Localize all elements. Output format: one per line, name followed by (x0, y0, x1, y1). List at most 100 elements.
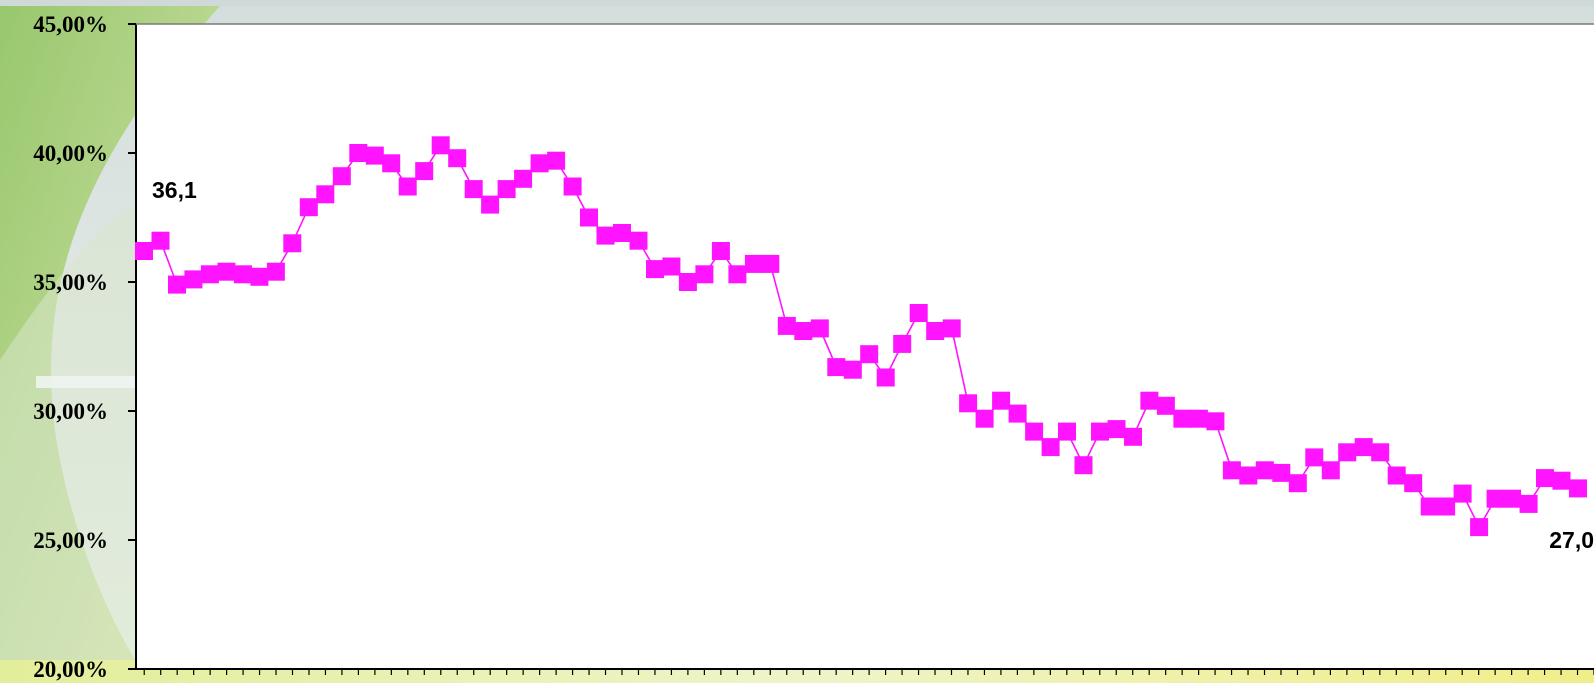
data-point (1025, 422, 1044, 441)
data-point (316, 185, 335, 204)
data-point (1371, 443, 1390, 462)
data-point (1058, 422, 1076, 441)
data-point (135, 242, 153, 260)
data-label-last: 27,0 (1549, 527, 1594, 553)
data-point (233, 265, 252, 284)
data-point (200, 265, 219, 284)
y-tick-label: 40,00% (33, 141, 108, 166)
data-point (497, 180, 516, 199)
data-point (1189, 409, 1208, 428)
data-point (777, 316, 796, 335)
data-point (1404, 474, 1423, 493)
data-point (1338, 443, 1357, 462)
data-point (1569, 479, 1587, 498)
data-point (1470, 518, 1489, 537)
data-point (1206, 412, 1225, 431)
data-point (250, 267, 269, 286)
data-point (959, 394, 978, 413)
data-point (613, 224, 631, 242)
data-point (893, 334, 912, 353)
y-tick-label: 30,00% (33, 399, 108, 424)
series-markers (135, 136, 1587, 537)
data-point (1008, 404, 1027, 423)
data-point (365, 146, 384, 165)
data-point (909, 304, 928, 322)
data-point (1041, 438, 1060, 457)
data-point (547, 151, 566, 170)
data-point (283, 234, 302, 253)
data-point (151, 231, 170, 250)
data-point (1420, 497, 1439, 516)
data-point (1173, 409, 1192, 428)
data-point (1486, 489, 1505, 508)
data-point (299, 198, 318, 217)
data-point (530, 154, 549, 173)
data-point (266, 262, 285, 281)
data-point (695, 265, 714, 284)
data-point (168, 275, 186, 294)
data-point (1503, 489, 1522, 508)
data-point (1552, 471, 1571, 490)
data-point (1239, 466, 1258, 485)
data-point (794, 322, 813, 340)
data-point (678, 273, 697, 291)
data-point (349, 144, 368, 162)
data-point (1354, 438, 1373, 457)
data-point (1536, 469, 1554, 488)
y-axis-labels: 45,00% 40,00% 35,00% 30,00% 25,00% 20,00% (33, 12, 108, 682)
data-point (415, 162, 434, 181)
data-point (810, 319, 829, 338)
data-point (1519, 494, 1538, 513)
data-point (1222, 461, 1241, 480)
data-point (1107, 420, 1126, 439)
data-point (975, 409, 994, 428)
data-point (942, 319, 961, 338)
data-point (1288, 474, 1307, 493)
data-point (1272, 463, 1291, 482)
y-tick-label: 45,00% (33, 12, 108, 37)
data-point (332, 167, 351, 186)
y-tick-label: 35,00% (33, 270, 108, 295)
data-point (1453, 484, 1472, 503)
data-point (217, 262, 236, 281)
data-point (382, 154, 401, 173)
data-point (1140, 391, 1159, 410)
data-point (464, 180, 483, 199)
data-point (629, 231, 648, 250)
data-point (744, 254, 763, 273)
data-point (992, 391, 1011, 410)
data-point (398, 177, 417, 196)
data-point (728, 265, 747, 284)
data-point (1156, 396, 1175, 415)
data-point (646, 260, 664, 279)
data-point (514, 169, 533, 188)
data-point (1387, 466, 1406, 485)
data-point (596, 226, 615, 245)
y-tick-label: 25,00% (33, 528, 108, 553)
data-point (876, 368, 895, 387)
data-point (761, 254, 780, 273)
data-point (860, 345, 879, 364)
data-point (184, 270, 203, 289)
data-point (926, 322, 945, 340)
data-point (448, 149, 467, 168)
data-point (1091, 422, 1109, 441)
data-point (1255, 461, 1274, 480)
data-point (1074, 456, 1093, 475)
data-point (1437, 497, 1456, 516)
data-point (431, 136, 450, 155)
y-tick-label: 20,00% (33, 657, 108, 682)
data-point (1305, 448, 1324, 467)
data-point (662, 257, 681, 276)
data-label-first: 36,1 (152, 177, 197, 203)
y-axis-ticks (128, 23, 136, 670)
data-point (827, 358, 846, 377)
data-point (711, 242, 730, 260)
data-point (843, 360, 862, 379)
data-point (1124, 427, 1142, 446)
data-point (580, 208, 598, 227)
data-point (481, 195, 500, 214)
data-point (1321, 461, 1340, 480)
data-point (563, 177, 582, 196)
